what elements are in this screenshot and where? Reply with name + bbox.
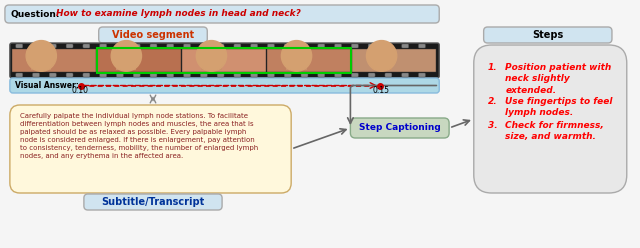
FancyBboxPatch shape bbox=[16, 44, 22, 48]
FancyBboxPatch shape bbox=[350, 118, 449, 138]
FancyBboxPatch shape bbox=[419, 44, 426, 48]
Text: 1.: 1. bbox=[488, 63, 497, 72]
FancyBboxPatch shape bbox=[133, 73, 140, 77]
FancyBboxPatch shape bbox=[84, 194, 222, 210]
FancyBboxPatch shape bbox=[12, 49, 96, 72]
Text: 0:10: 0:10 bbox=[72, 86, 88, 95]
Text: Question:: Question: bbox=[11, 9, 60, 19]
FancyBboxPatch shape bbox=[167, 73, 173, 77]
FancyBboxPatch shape bbox=[33, 73, 40, 77]
Text: Visual Answer:: Visual Answer: bbox=[15, 81, 79, 90]
FancyBboxPatch shape bbox=[352, 49, 436, 72]
Text: 2.: 2. bbox=[488, 97, 497, 106]
FancyBboxPatch shape bbox=[385, 44, 392, 48]
FancyBboxPatch shape bbox=[5, 5, 439, 23]
FancyBboxPatch shape bbox=[83, 73, 90, 77]
FancyBboxPatch shape bbox=[368, 73, 375, 77]
FancyBboxPatch shape bbox=[184, 44, 191, 48]
FancyBboxPatch shape bbox=[16, 73, 22, 77]
FancyBboxPatch shape bbox=[217, 44, 224, 48]
FancyBboxPatch shape bbox=[474, 45, 627, 193]
FancyBboxPatch shape bbox=[200, 73, 207, 77]
FancyBboxPatch shape bbox=[402, 44, 408, 48]
FancyBboxPatch shape bbox=[335, 73, 342, 77]
Circle shape bbox=[367, 41, 397, 71]
FancyBboxPatch shape bbox=[116, 44, 124, 48]
FancyBboxPatch shape bbox=[234, 73, 241, 77]
FancyBboxPatch shape bbox=[150, 73, 157, 77]
FancyBboxPatch shape bbox=[167, 44, 173, 48]
FancyBboxPatch shape bbox=[301, 73, 308, 77]
Text: 0:15: 0:15 bbox=[372, 86, 390, 95]
FancyBboxPatch shape bbox=[10, 105, 291, 193]
Text: Check for firmness,
size, and warmth.: Check for firmness, size, and warmth. bbox=[506, 121, 604, 141]
Circle shape bbox=[111, 41, 141, 71]
Text: Subtitle/Transcript: Subtitle/Transcript bbox=[101, 197, 205, 207]
Circle shape bbox=[26, 41, 56, 71]
FancyBboxPatch shape bbox=[150, 44, 157, 48]
FancyBboxPatch shape bbox=[368, 44, 375, 48]
FancyBboxPatch shape bbox=[268, 44, 275, 48]
FancyBboxPatch shape bbox=[284, 44, 291, 48]
FancyBboxPatch shape bbox=[287, 60, 307, 70]
Circle shape bbox=[282, 41, 312, 71]
FancyBboxPatch shape bbox=[202, 60, 221, 70]
Text: Video segment: Video segment bbox=[112, 30, 194, 40]
FancyBboxPatch shape bbox=[251, 73, 258, 77]
FancyBboxPatch shape bbox=[268, 73, 275, 77]
FancyBboxPatch shape bbox=[318, 44, 324, 48]
FancyBboxPatch shape bbox=[318, 73, 324, 77]
Text: Carefully palpate the individual lymph node stations. To facilitate
differentiat: Carefully palpate the individual lymph n… bbox=[20, 113, 258, 159]
FancyBboxPatch shape bbox=[33, 44, 40, 48]
FancyBboxPatch shape bbox=[371, 60, 392, 70]
FancyBboxPatch shape bbox=[100, 44, 107, 48]
Text: Steps: Steps bbox=[532, 30, 563, 40]
FancyBboxPatch shape bbox=[99, 27, 207, 43]
FancyBboxPatch shape bbox=[49, 73, 56, 77]
FancyBboxPatch shape bbox=[301, 44, 308, 48]
FancyBboxPatch shape bbox=[49, 44, 56, 48]
FancyBboxPatch shape bbox=[217, 73, 224, 77]
FancyBboxPatch shape bbox=[184, 73, 191, 77]
FancyBboxPatch shape bbox=[66, 44, 73, 48]
FancyBboxPatch shape bbox=[100, 73, 107, 77]
FancyBboxPatch shape bbox=[385, 73, 392, 77]
FancyBboxPatch shape bbox=[351, 73, 358, 77]
Circle shape bbox=[196, 41, 227, 71]
FancyBboxPatch shape bbox=[267, 49, 351, 72]
FancyBboxPatch shape bbox=[284, 73, 291, 77]
FancyBboxPatch shape bbox=[234, 44, 241, 48]
FancyBboxPatch shape bbox=[335, 44, 342, 48]
FancyBboxPatch shape bbox=[484, 27, 612, 43]
FancyBboxPatch shape bbox=[10, 43, 439, 78]
Text: Position patient with
neck slightly
extended.: Position patient with neck slightly exte… bbox=[506, 63, 612, 95]
Text: 3.: 3. bbox=[488, 121, 497, 130]
FancyBboxPatch shape bbox=[10, 78, 439, 93]
FancyBboxPatch shape bbox=[133, 44, 140, 48]
FancyBboxPatch shape bbox=[182, 49, 266, 72]
FancyBboxPatch shape bbox=[351, 44, 358, 48]
Text: How to examine lymph nodes in head and neck?: How to examine lymph nodes in head and n… bbox=[56, 9, 301, 19]
FancyBboxPatch shape bbox=[66, 73, 73, 77]
FancyBboxPatch shape bbox=[402, 73, 408, 77]
FancyBboxPatch shape bbox=[116, 73, 124, 77]
Text: Step Captioning: Step Captioning bbox=[359, 124, 440, 132]
FancyBboxPatch shape bbox=[97, 49, 181, 72]
FancyBboxPatch shape bbox=[200, 44, 207, 48]
FancyBboxPatch shape bbox=[251, 44, 258, 48]
FancyBboxPatch shape bbox=[83, 44, 90, 48]
FancyBboxPatch shape bbox=[31, 60, 51, 70]
Text: Use fingertips to feel
lymph nodes.: Use fingertips to feel lymph nodes. bbox=[506, 97, 613, 118]
FancyBboxPatch shape bbox=[116, 60, 136, 70]
FancyBboxPatch shape bbox=[419, 73, 426, 77]
